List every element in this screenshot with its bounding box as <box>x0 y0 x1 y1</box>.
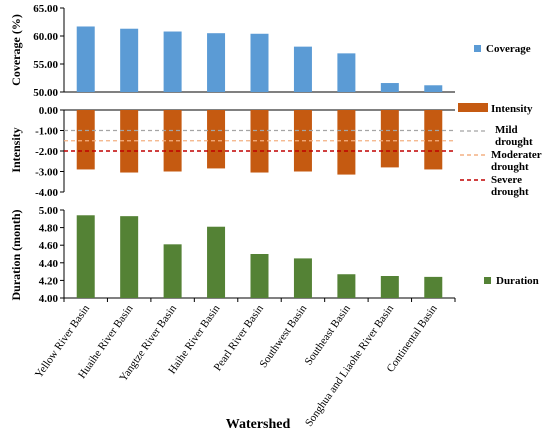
duration-bar <box>120 216 139 298</box>
legend-severe-label-1: Severe <box>491 174 522 186</box>
duration-bar <box>293 258 312 298</box>
coverage-axis-title: Coverage (%) <box>9 14 23 86</box>
coverage-bar <box>293 46 312 92</box>
category-label: Southeast Basin <box>303 302 354 367</box>
duration-axis-title: Duration (month) <box>9 209 23 300</box>
legend-mild-label-2: drought <box>495 136 533 148</box>
duration-bar <box>76 215 95 298</box>
coverage-bar <box>120 28 139 92</box>
coverage-bar <box>207 33 226 92</box>
legend: Coverage Intensity Mild drought Moderate… <box>458 43 542 287</box>
intensity-y-tick-label: -2.00 <box>35 146 58 158</box>
legend-duration-swatch <box>484 277 491 284</box>
duration-bar <box>207 226 226 298</box>
duration-y-tick-label: 4.00 <box>39 293 59 305</box>
coverage-y-tick-label: 50.00 <box>33 87 58 99</box>
duration-bar <box>337 274 356 298</box>
coverage-bar <box>337 53 356 92</box>
coverage-bar <box>380 83 399 92</box>
legend-duration-label: Duration <box>496 275 539 287</box>
duration-bar <box>380 276 399 298</box>
intensity-axis-title: Intensity <box>9 127 23 172</box>
duration-y-tick-label: 5.00 <box>39 205 59 217</box>
intensity-y-tick-label: -1.00 <box>35 126 58 138</box>
intensity-bar <box>337 110 356 175</box>
duration-bar <box>424 276 443 298</box>
category-label: Songhua and Liaohe River Basin <box>303 302 397 428</box>
intensity-bar <box>250 110 269 173</box>
duration-y-tick-label: 4.20 <box>39 275 59 287</box>
duration-y-tick-label: 4.40 <box>39 258 59 270</box>
coverage-bar <box>163 31 182 92</box>
coverage-y-tick-label: 60.00 <box>33 31 58 43</box>
category-label: Southwest Basin <box>257 302 309 370</box>
x-axis-title: Watershed <box>226 417 291 432</box>
intensity-bar <box>76 110 95 170</box>
intensity-y-tick-label: 0.00 <box>39 105 59 117</box>
coverage-y-tick-label: 55.00 <box>33 59 58 71</box>
legend-intensity-label: Intensity <box>491 103 533 115</box>
legend-mild-label-1: Mild <box>495 124 518 136</box>
legend-moderate-label-2: drought <box>491 161 529 173</box>
reference-lines-layer <box>64 129 455 152</box>
intensity-bar <box>207 110 226 169</box>
coverage-bar <box>424 85 443 92</box>
bars-layer <box>76 26 443 298</box>
legend-intensity-swatch <box>458 103 488 112</box>
intensity-bar <box>380 110 399 168</box>
intensity-bar <box>424 110 443 170</box>
intensity-y-tick-label: -4.00 <box>35 187 58 199</box>
coverage-bar <box>250 33 269 92</box>
legend-coverage-swatch <box>474 45 481 52</box>
legend-coverage-label: Coverage <box>486 43 531 55</box>
duration-bar <box>163 244 182 298</box>
legend-severe-label-2: drought <box>491 186 529 198</box>
duration-bar <box>250 254 269 298</box>
coverage-y-tick-label: 65.00 <box>33 3 58 15</box>
intensity-y-tick-label: -3.00 <box>35 167 58 179</box>
legend-moderate-label-1: Moderater <box>491 149 542 161</box>
coverage-bar <box>76 26 95 93</box>
duration-y-tick-label: 4.80 <box>39 223 59 235</box>
duration-y-tick-label: 4.60 <box>39 240 59 252</box>
